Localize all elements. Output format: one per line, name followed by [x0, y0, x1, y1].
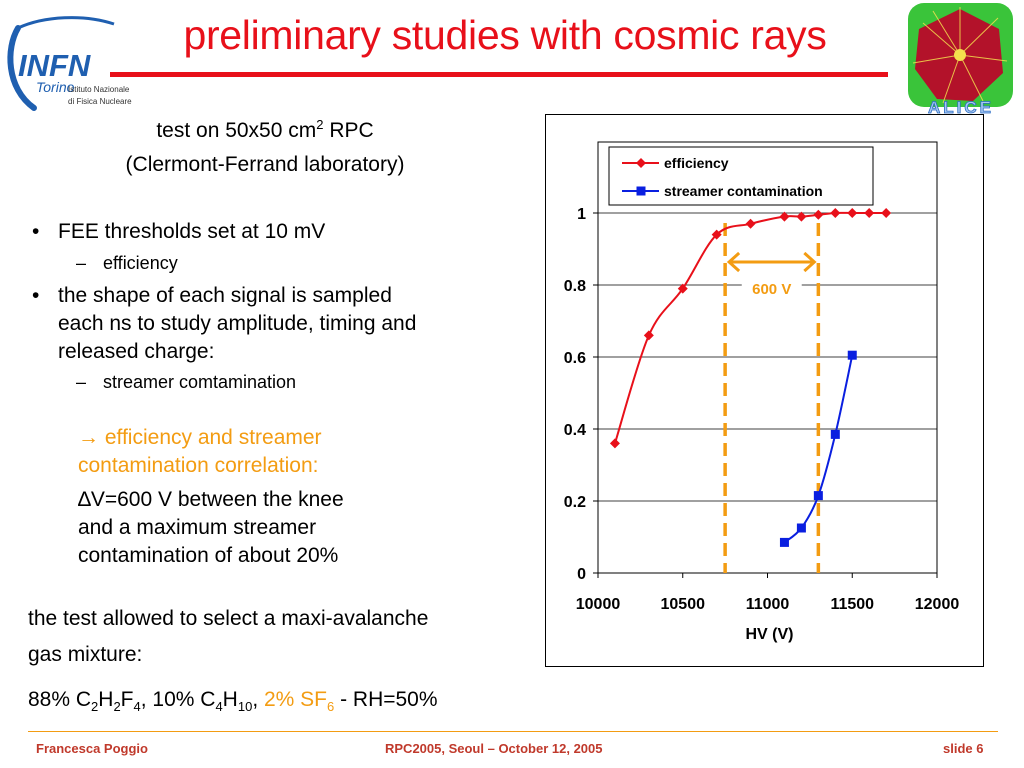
formula-sub: 4 [133, 699, 141, 714]
efficiency-point [609, 438, 620, 449]
subtitle-suffix: RPC [323, 119, 374, 142]
streamer-point [847, 350, 857, 360]
hv-scan-chart: 0 0.2 0.4 0.6 0.8 1 10000 10500 11000 11500 12000 H… [564, 141, 960, 643]
footer-author: Francesca Poggio [36, 741, 148, 756]
x-axis-label: HV (V) [746, 626, 794, 643]
y-tick-label: 0.2 [564, 494, 586, 511]
series-line-0 [613, 211, 887, 444]
y-tick-label: 0 [577, 566, 586, 583]
alice-logo: ALICE [908, 3, 1013, 115]
streamer-point [796, 523, 806, 533]
plot-area [597, 141, 938, 574]
formula-part: , [252, 688, 264, 711]
streamer-point [779, 537, 789, 547]
infn-logo-name: INFN [18, 48, 91, 83]
infn-logo-line1: Istituto Nazionale [68, 85, 130, 94]
efficiency-point [745, 218, 756, 229]
formula-part: F [120, 688, 134, 711]
efficiency-point [864, 208, 875, 218]
subtitle-line-1: test on 50x50 cm2 RPC [40, 118, 490, 143]
subtitle-line-2: (Clermont-Ferrand laboratory) [125, 153, 405, 176]
dash-marker: – [76, 253, 87, 273]
efficiency-point [711, 229, 722, 240]
formula-part: 2% SF [263, 688, 328, 711]
bullet-marker: • [32, 220, 40, 243]
efficiency-point [643, 330, 654, 341]
formula-part: , 10% C [140, 688, 216, 711]
legend-label: streamer contamination [664, 183, 823, 199]
y-tick-label: 0.8 [564, 278, 586, 295]
subtitle-prefix: test on 50x50 cm [156, 119, 317, 142]
x-tick-label: 10500 [661, 596, 706, 613]
legend-marker [636, 186, 646, 196]
conclusion-orange-text-1: efficiency and streamer [99, 426, 322, 449]
test-line-1: the test allowed to select a maxi-avalan… [28, 607, 429, 630]
bullet-2-line-3: released charge: [58, 340, 215, 363]
subtitle-superscript: 2 [316, 117, 324, 132]
streamer-point [830, 429, 840, 439]
y-tick-label: 0.6 [564, 350, 586, 367]
formula-sub: 6 [327, 699, 335, 714]
x-tick-label: 11000 [746, 596, 790, 613]
title-underline [110, 72, 888, 77]
x-tick-label: 10000 [576, 596, 621, 613]
efficiency-point [813, 209, 824, 220]
arrow-glyph: → [78, 426, 99, 449]
infn-logo-sub: Torino [36, 79, 75, 95]
alice-logo-text: ALICE [928, 98, 994, 115]
bullet-1-sub: efficiency [103, 253, 178, 273]
formula-part: - RH=50% [334, 688, 438, 711]
conclusion-line-3: contamination of about 20% [78, 544, 339, 567]
conclusion-orange-line-1: → efficiency and streamer [78, 424, 418, 451]
bullet-marker: • [32, 284, 40, 307]
dash-marker: – [76, 372, 87, 392]
footer-event: RPC2005, Seoul – October 12, 2005 [385, 741, 603, 756]
conclusion-line-1: ∆V=600 V between the knee [78, 488, 344, 511]
bullet-1-text: FEE thresholds set at 10 mV [58, 220, 326, 243]
legend-label: efficiency [664, 155, 729, 171]
bullet-2-line-2: each ns to study amplitude, timing and [58, 312, 417, 335]
sf6-highlight: 2% SF6 [263, 688, 335, 714]
delta-v-arrowhead-right [803, 251, 817, 273]
footer-slide-number: slide 6 [943, 741, 984, 756]
y-tick-label: 1 [577, 206, 586, 223]
delta-v-arrowhead-left [726, 251, 741, 273]
efficiency-point [677, 283, 688, 294]
conclusion-orange-line-2: contamination correlation: [78, 454, 319, 477]
slide-title: preliminary studies with cosmic rays [183, 12, 827, 58]
efficiency-point [779, 211, 790, 222]
formula-sub: 2 [91, 699, 99, 714]
footer-rule [28, 731, 998, 732]
annotation-label: 600 V [752, 281, 791, 298]
x-tick-label: 11500 [830, 596, 874, 613]
y-tick-label: 0.4 [564, 422, 586, 439]
efficiency-point [881, 208, 892, 218]
annotation-label-bg [741, 277, 802, 299]
formula-part: H [222, 688, 238, 711]
infn-logo-line2: di Fisica Nucleare [68, 97, 132, 106]
gas-mixture-formula: 88% C2H2F4, 10% C4H10, 2% SF6 - RH=50% [28, 688, 438, 714]
formula-part: H [98, 688, 114, 711]
efficiency-point [830, 208, 841, 218]
formula-sub: 4 [215, 699, 223, 714]
formula-part: 88% C [28, 688, 92, 711]
infn-logo: INFN Torino Istituto Nazionale di Fisica… [7, 16, 132, 111]
chart-frame: 0 0.2 0.4 0.6 0.8 1 10000 10500 11000 11500 12000 H… [545, 114, 984, 667]
legend-marker [636, 158, 646, 168]
streamer-point [813, 491, 823, 501]
test-line-2: gas mixture: [28, 643, 143, 666]
conclusion-line-2: and a maximum streamer [78, 516, 317, 539]
formula-sub: 2 [113, 699, 121, 714]
efficiency-point [796, 211, 807, 222]
bullet-2-sub: streamer comtamination [103, 372, 297, 392]
formula-sub: 10 [237, 699, 253, 714]
x-tick-label: 12000 [915, 596, 960, 613]
legend-box [608, 146, 874, 206]
bullet-2-line-1: the shape of each signal is sampled [58, 284, 392, 307]
efficiency-point [847, 208, 858, 218]
